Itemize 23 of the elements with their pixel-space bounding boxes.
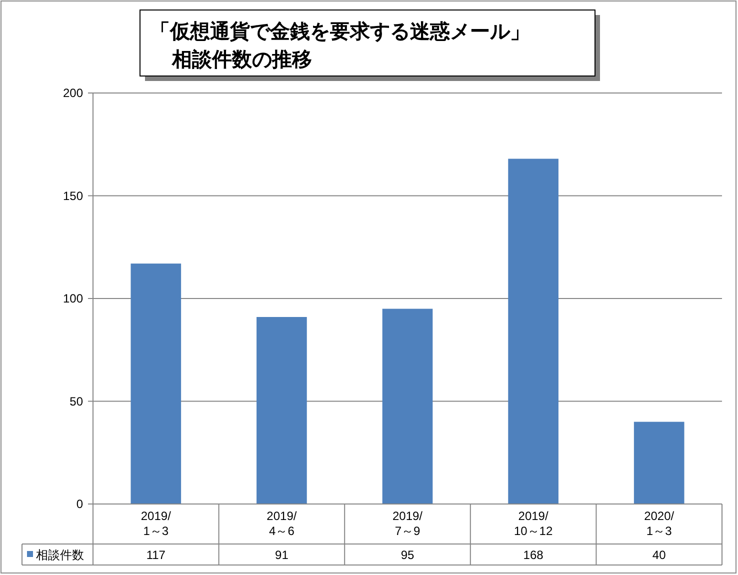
bar bbox=[634, 422, 684, 504]
x-tick-label: 2019/10～12 bbox=[514, 509, 553, 538]
bar bbox=[508, 158, 558, 504]
data-label: 117 bbox=[146, 548, 166, 562]
bar bbox=[130, 264, 182, 504]
x-tick-label: 2020/1～3 bbox=[644, 509, 675, 538]
y-tick-label: 200 bbox=[62, 86, 84, 100]
bar bbox=[382, 308, 433, 504]
y-tick-label: 50 bbox=[70, 394, 84, 408]
x-tick-label: 2019/4～6 bbox=[266, 509, 298, 538]
chart-subtitle: 相談件数の推移 bbox=[171, 48, 312, 71]
x-tick-label: 2019/1～3 bbox=[140, 509, 172, 538]
data-label: 168 bbox=[523, 548, 544, 562]
legend-label: 相談件数 bbox=[36, 548, 84, 562]
data-label: 91 bbox=[275, 548, 289, 562]
data-label: 40 bbox=[652, 548, 666, 562]
x-tick-label: 2019/7～9 bbox=[392, 509, 424, 538]
y-tick-label: 0 bbox=[76, 497, 84, 511]
chart-title: 「仮想通貨で金銭を要求する迷惑メール」 bbox=[150, 20, 530, 43]
data-label: 95 bbox=[400, 548, 414, 562]
y-tick-label: 100 bbox=[62, 292, 84, 306]
y-tick-label: 150 bbox=[62, 188, 84, 203]
bar bbox=[256, 316, 307, 504]
